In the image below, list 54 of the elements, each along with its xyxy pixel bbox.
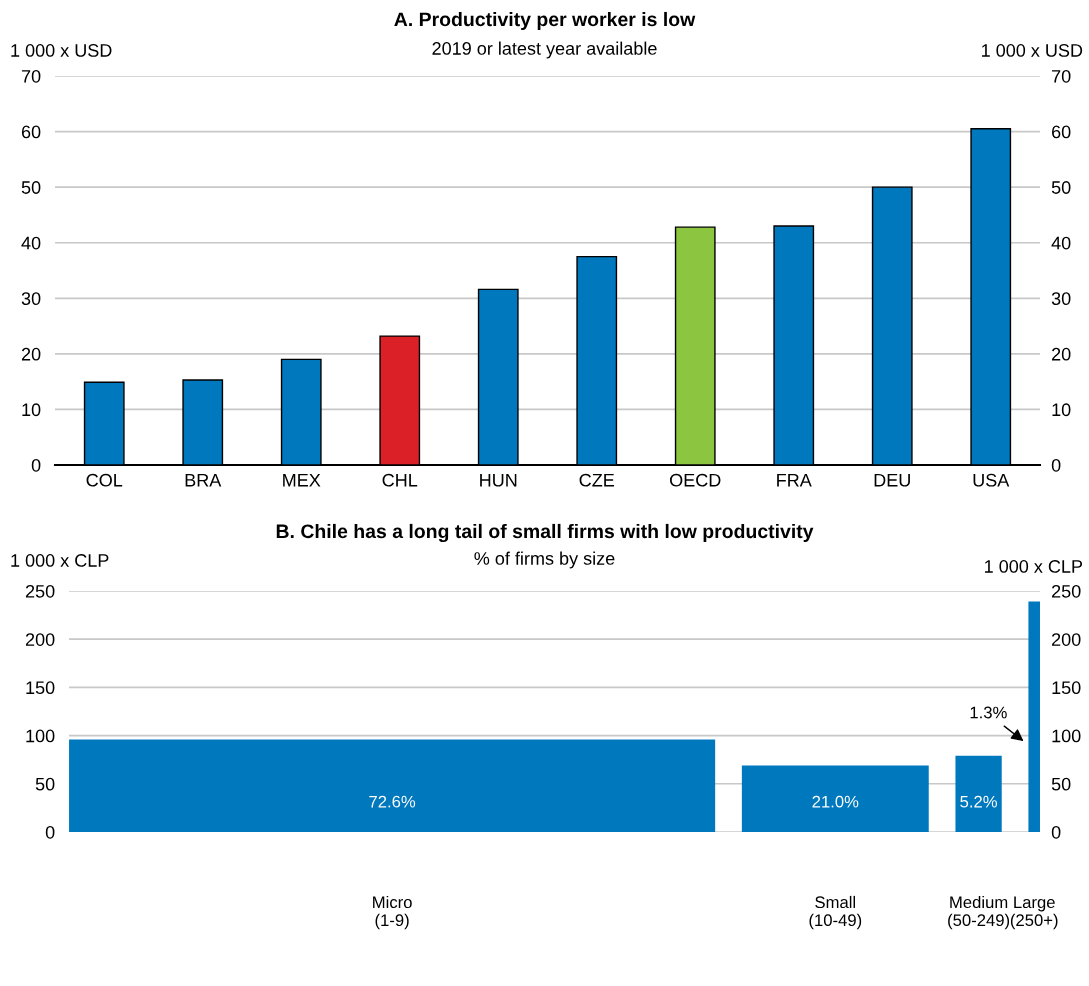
- y2-tick-label: 10: [1052, 403, 1071, 417]
- x-tick-label: CHL: [382, 473, 418, 487]
- y-tick-label: 40: [21, 236, 41, 250]
- y2-tick-label: 250: [1052, 584, 1081, 598]
- y-tick-label: 50: [21, 181, 41, 194]
- annotation: 72.6%: [369, 795, 416, 808]
- y2-tick-label: 0: [1051, 825, 1061, 839]
- y-tick-label: 100: [26, 729, 55, 743]
- y-tick-label: 50: [35, 777, 55, 791]
- x-tick-label: OECD: [670, 473, 721, 487]
- y-tick-label: 0: [45, 825, 55, 839]
- y2-tick-label: 70: [1052, 69, 1071, 83]
- y2-tick-label: 150: [1052, 681, 1081, 695]
- annotation: 5.2%: [960, 795, 997, 808]
- y2-axis-title: 1 000 x USD: [982, 44, 1083, 57]
- x-tick-label: COL: [86, 473, 123, 487]
- x-tick-label: MEX: [283, 473, 321, 487]
- x-tick-label: Medium (50-249): [948, 895, 1010, 930]
- x-tick-label: CZE: [579, 473, 615, 487]
- chart-title: A. Productivity per worker is low: [394, 11, 696, 31]
- y2-tick-label: 50: [1051, 777, 1071, 791]
- y-tick-label: 200: [25, 633, 55, 646]
- y-tick-label: 250: [25, 584, 55, 598]
- x-tick-label: BRA: [185, 473, 222, 487]
- x-tick-label: DEU: [874, 473, 910, 487]
- y-tick-label: 10: [22, 403, 41, 417]
- x-tick-label: Large (250+): [1010, 896, 1058, 930]
- annotation: 21.0%: [812, 795, 859, 808]
- chart-title: B. Chile has a long tail of small firms with low productivity: [276, 523, 814, 543]
- y2-tick-label: 0: [1051, 458, 1061, 472]
- y2-axis-title: 1 000 x CLP: [985, 560, 1083, 573]
- x-tick-label: FRA: [777, 473, 812, 487]
- y-tick-label: 30: [21, 292, 41, 306]
- chart-subtitle: 2019 or latest year available: [432, 41, 657, 59]
- x-tick-label: Small (10-49): [809, 895, 862, 930]
- annotation: 1.3%: [970, 706, 1007, 719]
- y-tick-label: 0: [31, 458, 41, 472]
- x-tick-label: USA: [973, 473, 1010, 487]
- y2-tick-label: 20: [1052, 347, 1071, 361]
- y-tick-label: 150: [26, 681, 55, 695]
- chart-subtitle: % of firms by size: [474, 551, 615, 569]
- y2-tick-label: 60: [1052, 125, 1071, 139]
- y-tick-label: 60: [21, 125, 41, 139]
- y-tick-label: 20: [21, 347, 41, 361]
- y2-tick-label: 200: [1052, 633, 1081, 646]
- y-axis-title: 1 000 x CLP: [11, 554, 109, 567]
- y2-tick-label: 30: [1051, 292, 1071, 306]
- y-tick-label: 70: [21, 69, 41, 83]
- x-tick-label: HUN: [480, 473, 517, 487]
- y2-tick-label: 50: [1051, 181, 1071, 194]
- y-axis-title: 1 000 x USD: [11, 44, 112, 57]
- y2-tick-label: 40: [1051, 236, 1071, 250]
- y2-tick-label: 100: [1052, 729, 1081, 743]
- x-tick-label: Micro (1-9): [373, 895, 412, 930]
